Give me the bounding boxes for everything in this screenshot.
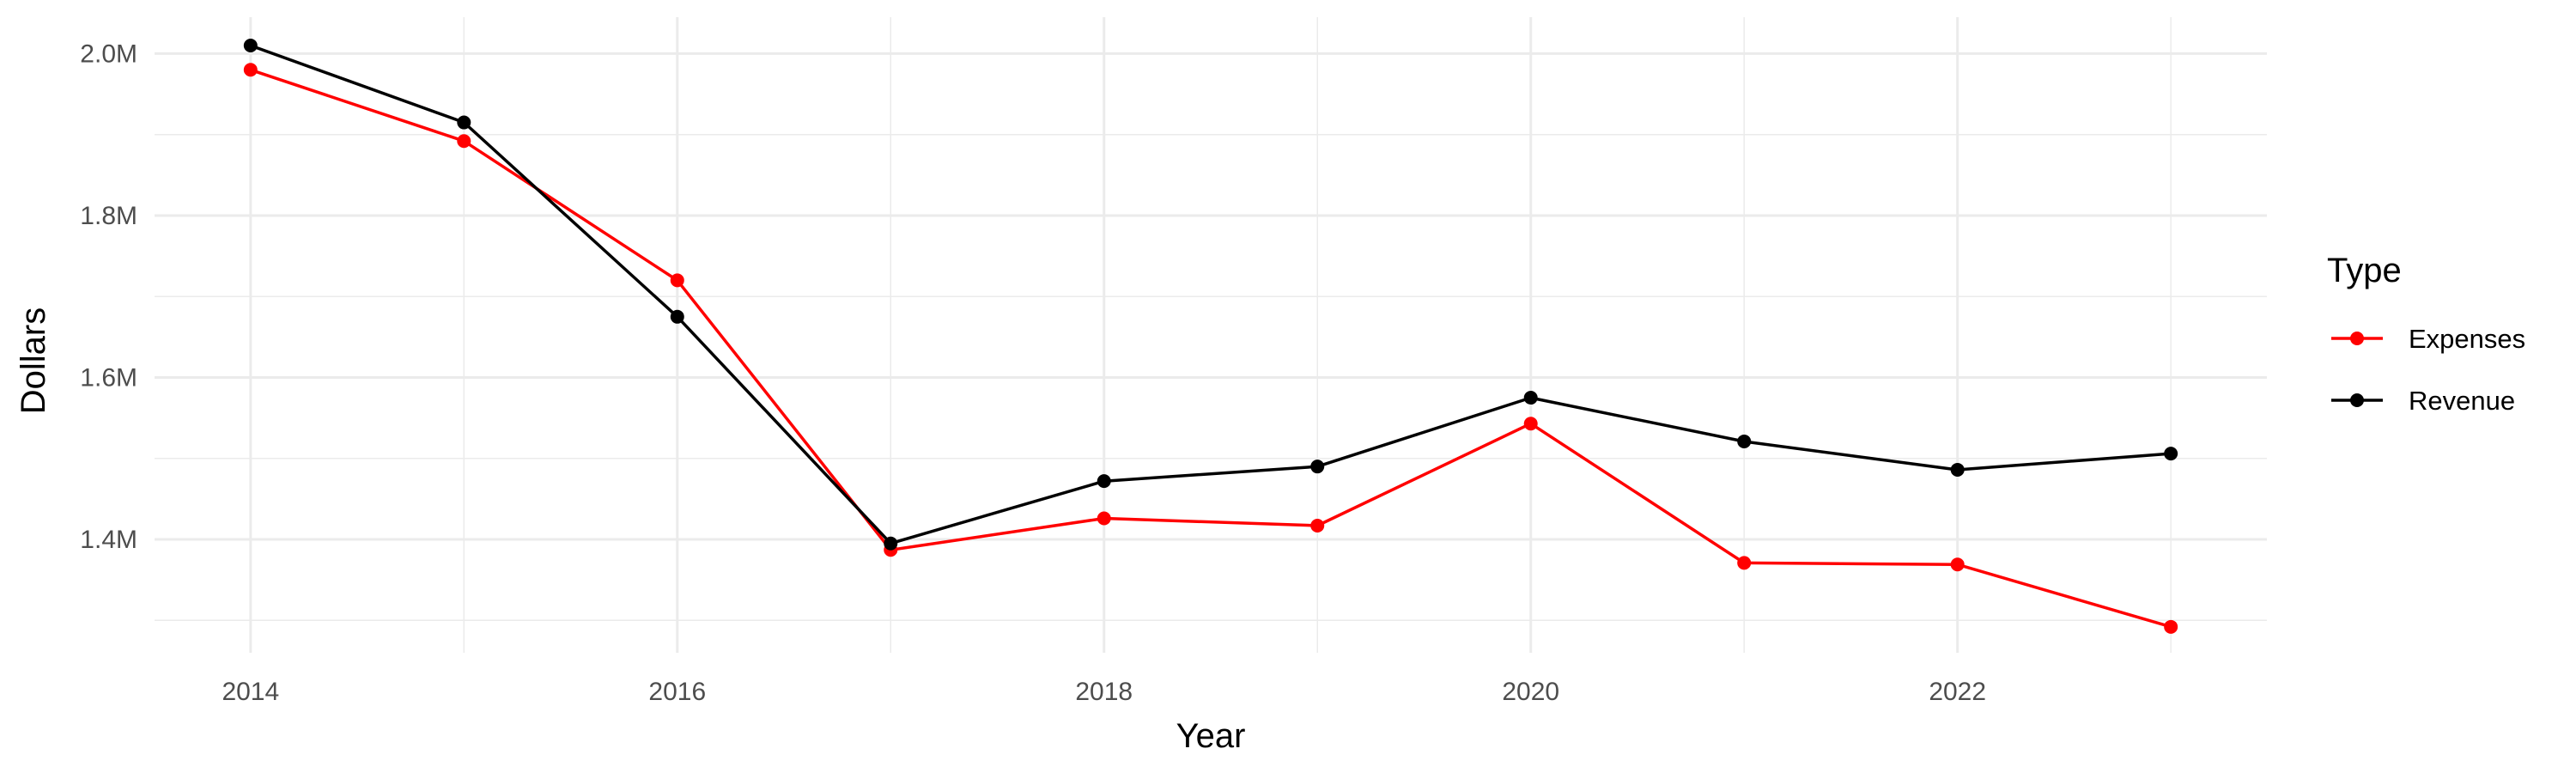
series-layer <box>243 38 2178 634</box>
expenses-point <box>1523 417 1538 431</box>
major-gridlines <box>155 17 2267 653</box>
expenses-point <box>243 63 258 77</box>
legend-title: Type <box>2327 252 2402 289</box>
legend-expenses-label: Expenses <box>2409 324 2525 354</box>
revenue-point <box>670 309 684 324</box>
legend-revenue-marker <box>2350 393 2364 407</box>
x-axis-title: Year <box>1176 717 1246 755</box>
legend-items: Expenses Revenue <box>2331 324 2525 416</box>
minor-gridlines <box>155 17 2267 653</box>
x-tick-label: 2014 <box>222 678 279 706</box>
expenses-point <box>1097 511 1111 526</box>
y-axis-title: Dollars <box>15 307 52 414</box>
y-tick-label: 2.0M <box>80 40 137 68</box>
y-tick-label: 1.8M <box>80 202 137 230</box>
x-tick-label: 2018 <box>1075 678 1133 706</box>
revenue-point <box>1950 462 1965 477</box>
legend: Type Expenses Revenue <box>2327 252 2525 416</box>
revenue-point <box>2164 447 2178 461</box>
revenue-point <box>243 38 258 52</box>
expenses-point <box>1950 557 1965 572</box>
revenue-point <box>884 536 898 551</box>
revenue-line <box>250 44 2172 545</box>
expenses-point <box>2164 619 2178 634</box>
y-tick-label: 1.6M <box>80 363 137 392</box>
expenses-point <box>457 134 471 149</box>
expenses-line <box>250 68 2172 629</box>
expenses-point <box>1737 556 1752 570</box>
revenue-point <box>1310 460 1325 474</box>
expenses-point <box>670 273 684 288</box>
revenue-point <box>1097 474 1111 489</box>
revenue-point <box>1523 391 1538 405</box>
y-axis-tick-labels: 1.4M 1.6M 1.8M 2.0M <box>80 40 137 554</box>
expenses-point <box>1310 519 1325 533</box>
legend-revenue-label: Revenue <box>2409 386 2515 416</box>
revenue-point <box>1737 434 1752 448</box>
revenue-point <box>457 115 471 130</box>
x-tick-label: 2022 <box>1929 678 1986 706</box>
x-tick-label: 2016 <box>648 678 706 706</box>
x-tick-label: 2020 <box>1502 678 1559 706</box>
y-tick-label: 1.4M <box>80 526 137 554</box>
x-axis-tick-labels: 2014 2016 2018 2020 2022 <box>222 678 1986 706</box>
legend-expenses-marker <box>2350 332 2364 345</box>
